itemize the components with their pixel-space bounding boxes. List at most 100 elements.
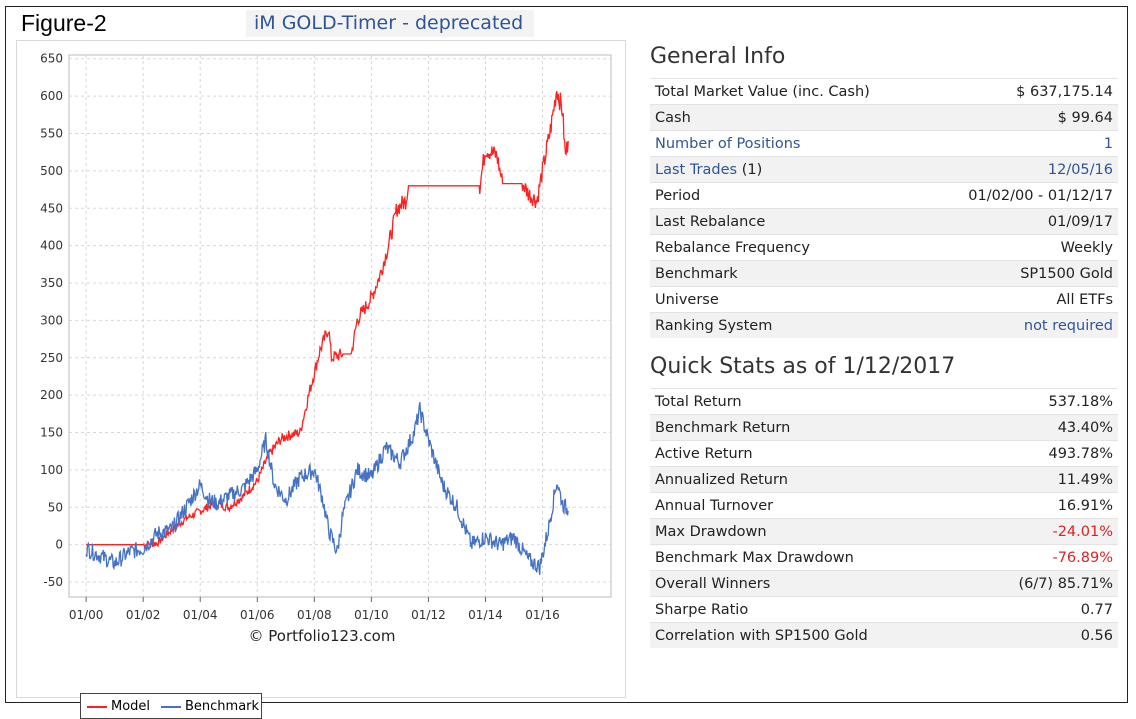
general-info-table: Total Market Value (inc. Cash) $ 637,175.…	[650, 78, 1118, 338]
x-tick-label: 01/14	[468, 608, 503, 622]
legend-swatch-model	[87, 705, 107, 708]
row-label: Benchmark Return	[650, 414, 969, 441]
row-label: Sharpe Ratio	[650, 596, 969, 623]
table-row: Total Market Value (inc. Cash) $ 637,175.…	[650, 78, 1118, 105]
row-value: All ETFs	[927, 286, 1118, 313]
table-row: Last Rebalance 01/09/17	[650, 208, 1118, 235]
row-label: Ranking System	[650, 312, 928, 338]
row-label: Benchmark	[650, 260, 928, 287]
legend-label-benchmark: Benchmark	[185, 699, 260, 714]
row-label: Total Market Value (inc. Cash)	[650, 78, 928, 105]
row-value[interactable]: 1	[927, 130, 1118, 157]
row-label: Active Return	[650, 440, 969, 467]
quick-stats-heading: Quick Stats as of 1/12/2017	[650, 354, 956, 379]
x-tick-label: 01/08	[297, 608, 332, 622]
table-row: Annualized Return 11.49%	[650, 466, 1118, 493]
row-value: -76.89%	[968, 544, 1118, 571]
table-row: Max Drawdown -24.01%	[650, 518, 1118, 545]
table-row: Benchmark Return 43.40%	[650, 414, 1118, 441]
row-label: Total Return	[650, 388, 969, 415]
row-value: 01/02/00 - 01/12/17	[927, 182, 1118, 209]
y-tick-label: 650	[40, 52, 63, 66]
y-tick-label: -50	[43, 575, 63, 589]
y-tick-label: 100	[40, 463, 63, 477]
row-label: Universe	[650, 286, 928, 313]
stats-panel: General Info Total Market Value (inc. Ca…	[650, 42, 1118, 648]
x-tick-label: 01/12	[411, 608, 446, 622]
figure-frame	[5, 6, 1128, 703]
y-tick-label: 400	[40, 239, 63, 253]
row-label: Cash	[650, 104, 928, 131]
y-tick-label: 300	[40, 313, 63, 327]
y-tick-label: 600	[40, 89, 63, 103]
table-row: Active Return 493.78%	[650, 440, 1118, 467]
quick-stats-table: Total Return 537.18% Benchmark Return 43.40…	[650, 388, 1118, 648]
row-label: Benchmark Max Drawdown	[650, 544, 969, 571]
y-tick-label: 450	[40, 201, 63, 215]
table-row: Overall Winners (6/7) 85.71%	[650, 570, 1118, 597]
row-value: $ 99.64	[927, 104, 1118, 131]
x-tick-label: 01/04	[183, 608, 218, 622]
chart-legend: Model Benchmark	[80, 693, 262, 719]
row-label[interactable]: Number of Positions	[650, 130, 928, 157]
row-label[interactable]: Last Trades (1)	[650, 156, 928, 183]
row-value: SP1500 Gold	[927, 260, 1118, 287]
row-value: 493.78%	[968, 440, 1118, 467]
x-tick-label: 01/06	[240, 608, 275, 622]
row-value: 16.91%	[968, 492, 1118, 519]
copyright-text: © Portfolio123.com	[249, 627, 396, 645]
legend-swatch-benchmark	[161, 705, 181, 708]
row-value[interactable]: 12/05/16	[927, 156, 1118, 183]
y-tick-label: 0	[55, 538, 63, 552]
table-row: Number of Positions 1	[650, 130, 1118, 157]
portfolio-title[interactable]: iM GOLD-Timer - deprecated	[254, 12, 524, 34]
row-label: Rebalance Frequency	[650, 234, 928, 261]
legend-item-benchmark: Benchmark	[161, 699, 259, 714]
y-tick-label: 150	[40, 426, 63, 440]
table-row: Total Return 537.18%	[650, 388, 1118, 415]
row-value: 11.49%	[968, 466, 1118, 493]
x-tick-label: 01/10	[354, 608, 389, 622]
table-row: Ranking System not required	[650, 312, 1118, 338]
table-row: Sharpe Ratio 0.77	[650, 596, 1118, 623]
y-tick-label: 550	[40, 126, 63, 140]
row-value: 0.77	[968, 596, 1118, 623]
x-tick-label: 01/02	[126, 608, 161, 622]
table-row: Cash $ 99.64	[650, 104, 1118, 131]
series-line-benchmark	[85, 402, 569, 575]
row-label: Annual Turnover	[650, 492, 969, 519]
row-value: -24.01%	[968, 518, 1118, 545]
row-label: Annualized Return	[650, 466, 969, 493]
y-tick-label: 250	[40, 351, 63, 365]
chart-panel: -50 0 50 100 150 200 250 300 350 400 450 500 550 600 6…	[16, 40, 626, 719]
row-value: 537.18%	[968, 388, 1118, 415]
row-label: Last Rebalance	[650, 208, 928, 235]
table-row: Correlation with SP1500 Gold 0.56	[650, 622, 1118, 648]
row-value: (6/7) 85.71%	[968, 570, 1118, 597]
y-tick-label: 500	[40, 164, 63, 178]
y-tick-label: 350	[40, 276, 63, 290]
table-row: Benchmark SP1500 Gold	[650, 260, 1118, 287]
table-row: Rebalance Frequency Weekly	[650, 234, 1118, 261]
table-row: Annual Turnover 16.91%	[650, 492, 1118, 519]
legend-label-model: Model	[111, 699, 151, 714]
row-label: Period	[650, 182, 928, 209]
row-value: Weekly	[927, 234, 1118, 261]
plot-area	[68, 54, 612, 598]
y-tick-label: 200	[40, 388, 63, 402]
general-info-heading: General Info	[650, 44, 786, 69]
series-line-model	[86, 91, 569, 549]
figure-label: Figure-2	[21, 10, 107, 36]
table-row: Period 01/02/00 - 01/12/17	[650, 182, 1118, 209]
row-value: 01/09/17	[927, 208, 1118, 235]
row-value: 43.40%	[968, 414, 1118, 441]
row-label: Correlation with SP1500 Gold	[650, 622, 969, 648]
x-tick-label: 01/00	[69, 608, 104, 622]
table-row: Universe All ETFs	[650, 286, 1118, 313]
legend-item-model: Model	[87, 699, 150, 714]
row-value: 0.56	[968, 622, 1118, 648]
x-tick-label: 01/16	[525, 608, 560, 622]
table-row: Benchmark Max Drawdown -76.89%	[650, 544, 1118, 571]
table-row: Last Trades (1) 12/05/16	[650, 156, 1118, 183]
row-value[interactable]: not required	[927, 312, 1118, 338]
